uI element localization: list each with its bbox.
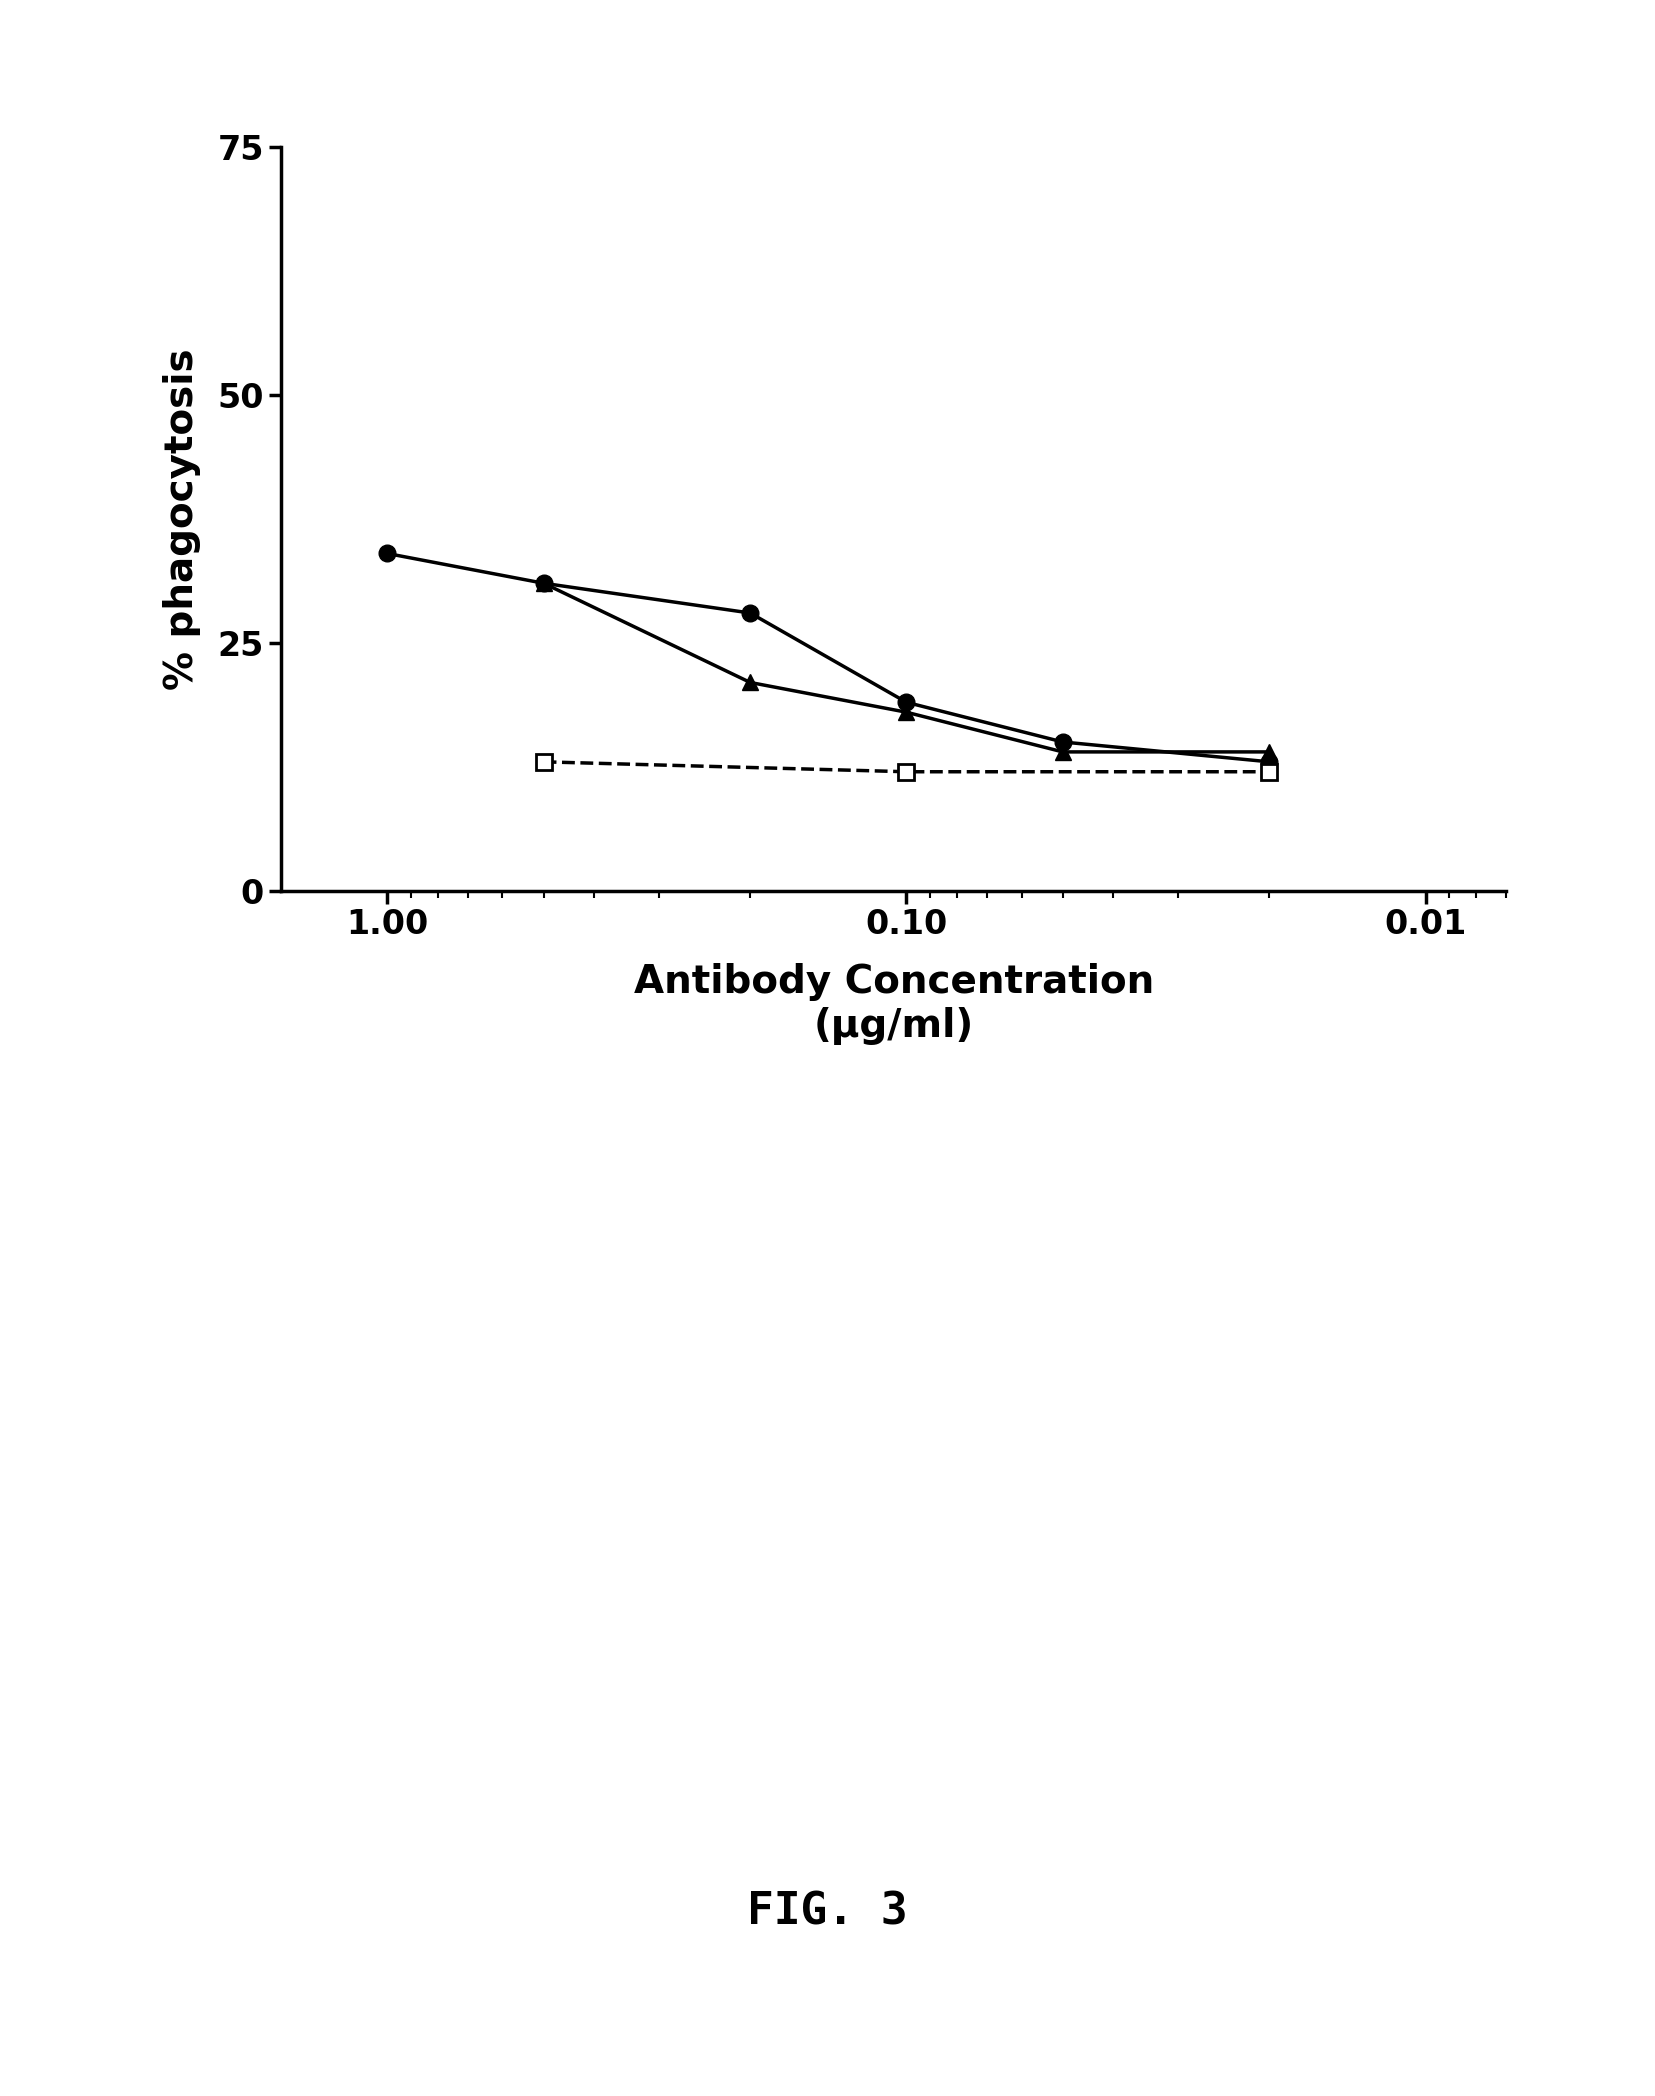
Text: FIG. 3: FIG. 3 — [748, 1891, 907, 1933]
X-axis label: Antibody Concentration
(μg/ml): Antibody Concentration (μg/ml) — [634, 964, 1154, 1046]
Y-axis label: % phagocytosis: % phagocytosis — [162, 348, 200, 690]
